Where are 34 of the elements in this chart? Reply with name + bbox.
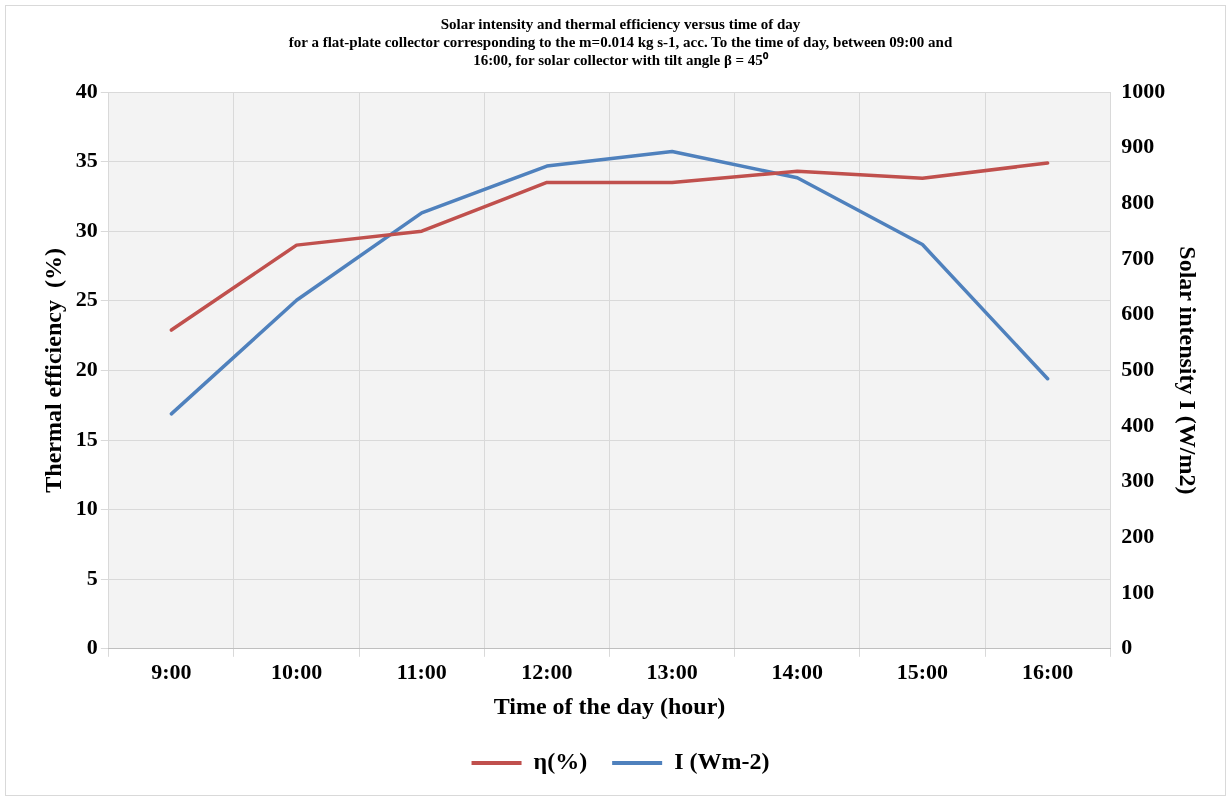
y-tick-label: 20 xyxy=(75,356,98,382)
y-tick-label: 0 xyxy=(86,634,98,660)
x-axis-title: Time of the day (hour) xyxy=(493,692,726,719)
x-tick-label: 9:00 xyxy=(151,658,192,684)
y-tick-label: 35 xyxy=(75,147,98,173)
legend-label: I (Wm-2) xyxy=(674,748,770,775)
x-tick-label: 12:00 xyxy=(521,658,573,684)
x-tick-label: 11:00 xyxy=(396,658,447,684)
x-tick-label: 15:00 xyxy=(896,658,949,684)
y-tick-label: 5 xyxy=(86,564,98,590)
y2-tick-label: 600 xyxy=(1121,300,1155,326)
legend-label: η(%) xyxy=(533,748,588,775)
y-axis-title: Thermal efficiency (%) xyxy=(39,248,66,493)
chart-title: Solar intensity and thermal efficiency versus time of day for a flat-plate collector corresponding to the m=0.014 kg s-1, acc. To the time of day, between 09:00 and 16:00, for solar collector with tilt angle β = 45⁰ xyxy=(288,15,953,68)
y2-tick-label: 900 xyxy=(1121,133,1155,159)
y2-tick-label: 300 xyxy=(1121,467,1155,493)
y2-tick-label: 400 xyxy=(1121,411,1155,437)
y-tick-label: 25 xyxy=(75,286,98,312)
x-tick-label: 14:00 xyxy=(771,658,823,684)
y-tick-label: 10 xyxy=(75,495,98,521)
x-tick-label: 10:00 xyxy=(270,658,323,684)
y2-tick-label: 1000 xyxy=(1121,77,1166,103)
y2-tick-label: 700 xyxy=(1121,244,1155,270)
y-tick-label: 15 xyxy=(75,425,98,451)
y2-tick-label: 0 xyxy=(1121,634,1133,660)
x-tick-label: 16:00 xyxy=(1021,658,1074,684)
y2-tick-label: 800 xyxy=(1121,189,1155,215)
y2-tick-label: 200 xyxy=(1121,523,1155,549)
y-tick-label: 30 xyxy=(75,216,98,242)
y-tick-label: 40 xyxy=(75,77,98,103)
x-tick-label: 13:00 xyxy=(646,658,698,684)
y2-tick-label: 100 xyxy=(1121,578,1155,604)
y2-axis-title: Solar intensity I (W/m2) xyxy=(1175,246,1202,495)
y2-tick-label: 500 xyxy=(1121,356,1155,382)
